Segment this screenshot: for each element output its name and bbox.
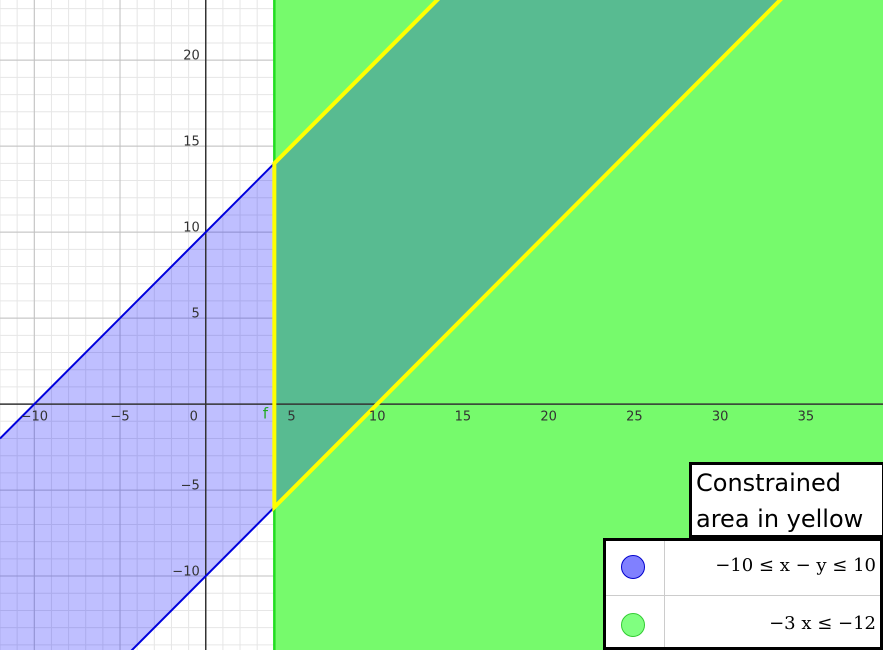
y-tick-label: 20 [183, 49, 200, 64]
y-tick-label: 15 [183, 135, 200, 150]
x-tick-label: 25 [626, 410, 643, 425]
legend-label: −3 x ≤ −12 [769, 613, 876, 634]
x-tick-label: 20 [540, 410, 557, 425]
y-tick-label: −5 [181, 479, 200, 494]
legend-label: −10 ≤ x − y ≤ 10 [715, 555, 876, 576]
legend-swatch[interactable] [621, 555, 645, 579]
y-tick-label: 5 [191, 307, 199, 322]
x-tick-label: 10 [369, 410, 386, 425]
x-tick-label: −5 [110, 410, 129, 425]
line-label: f [263, 405, 269, 423]
divider [606, 595, 880, 596]
boundary-line [0, 0, 439, 440]
x-tick-label: 30 [712, 410, 729, 425]
annotation: Constrained area in yellow [689, 462, 883, 538]
x-tick-label: 35 [798, 410, 815, 425]
divider [664, 541, 665, 647]
x-tick-label: 0 [190, 410, 198, 425]
constrained-outline [272, 0, 783, 513]
x-tick-label: −10 [21, 410, 48, 425]
y-tick-label: −10 [172, 565, 199, 580]
x-tick-label: 15 [455, 410, 472, 425]
legend-swatch[interactable] [621, 613, 645, 637]
y-tick-label: 10 [183, 221, 200, 236]
legend-row[interactable]: −10 ≤ x − y ≤ 10 [606, 541, 880, 593]
algebra-legend: −10 ≤ x − y ≤ 10 −3 x ≤ −12 [603, 538, 883, 650]
x-tick-label: 5 [287, 410, 295, 425]
legend-row[interactable]: −3 x ≤ −12 [606, 599, 880, 651]
